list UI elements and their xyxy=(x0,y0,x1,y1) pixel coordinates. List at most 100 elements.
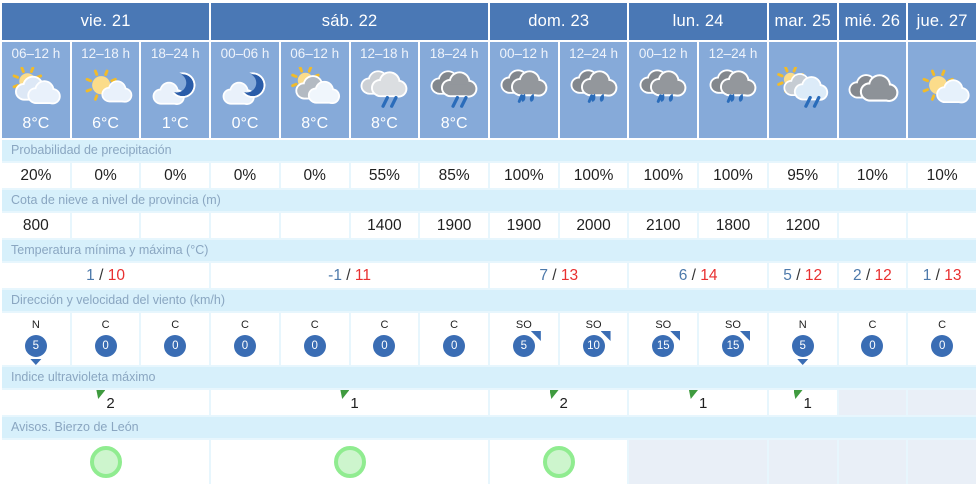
wind-direction: C xyxy=(868,319,877,331)
temp-min: 1 xyxy=(86,267,95,284)
wind-speed-badge: 10 xyxy=(582,331,611,357)
wind-direction: C xyxy=(101,319,110,331)
forecast-cell: 18–24 h 8°C xyxy=(420,42,488,138)
uv-value: 2 xyxy=(490,390,628,415)
temp-minmax-value: 6 / 14 xyxy=(629,263,767,288)
forecast-cell: 00–06 h 0°C xyxy=(211,42,279,138)
temp-max: 10 xyxy=(107,267,125,284)
snow-level-value: 1200 xyxy=(768,213,837,238)
temp-minmax-value: 7 / 13 xyxy=(490,263,628,288)
temp-min: 2 xyxy=(853,267,862,284)
wind-direction: C xyxy=(450,319,459,331)
sun-gray-cloud-icon xyxy=(290,66,340,104)
precipitation-value: 55% xyxy=(350,163,419,188)
wind-direction: N xyxy=(798,319,807,331)
wind-speed-badge: 0 xyxy=(443,335,466,357)
uv-flag-icon xyxy=(340,390,350,399)
row-label-snow-level: Cota de nieve a nivel de provincia (m) xyxy=(2,190,976,211)
temp-minmax-value: -1 / 11 xyxy=(211,263,488,288)
temp-max: 13 xyxy=(944,267,962,284)
day-header-3: dom. 23 xyxy=(490,3,628,40)
snow-level-value: 1400 xyxy=(350,213,419,238)
temp-minmax-value: 5 / 12 xyxy=(768,263,837,288)
wind-arrow-northeast-icon xyxy=(600,331,611,341)
temp-max: 12 xyxy=(804,267,823,284)
uv-number: 1 xyxy=(350,395,359,412)
warning-cell xyxy=(768,440,837,484)
uv-value: 1 xyxy=(629,390,767,415)
uv-value: 1 xyxy=(211,390,488,415)
precipitation-value: 10% xyxy=(908,163,976,188)
wind-direction: SO xyxy=(725,319,741,331)
precipitation-value: 0% xyxy=(141,163,210,188)
sun-behind-clouds-icon xyxy=(12,66,61,104)
period-time: 12–24 h xyxy=(569,46,618,61)
snow-level-value: 1800 xyxy=(699,213,767,238)
wind-arrow-south-icon xyxy=(30,359,42,365)
day-header-1: vie. 21 xyxy=(2,3,210,40)
forecast-cell: 00–12 h xyxy=(629,42,698,138)
forecast-cell: 12–18 h 6°C xyxy=(71,42,140,138)
wind-speed-badge: 0 xyxy=(373,335,396,357)
period-time: 18–24 h xyxy=(150,46,200,61)
precipitation-value: 95% xyxy=(768,163,837,188)
wind-cell: SO 15 xyxy=(699,313,767,365)
row-label-temperature: Temperatura mínima y máxima (°C) xyxy=(2,240,976,261)
snow-level-value: 2000 xyxy=(559,213,628,238)
period-time: 00–12 h xyxy=(499,46,549,61)
wind-direction: C xyxy=(380,319,389,331)
forecast-header-section: vie. 21 sáb. 22 dom. 23 lun. 24 mar. 25 mié. … xyxy=(2,3,976,138)
wind-speed-badge: 0 xyxy=(303,335,326,357)
wind-speed-badge: 0 xyxy=(233,335,256,357)
warning-cell xyxy=(211,440,488,484)
warning-cell xyxy=(838,440,907,484)
wind-speed-badge: 5 xyxy=(24,335,47,365)
rain-heavy-icon xyxy=(639,68,687,103)
period-temp: 8°C xyxy=(301,115,329,132)
wind-speed-badge: 15 xyxy=(721,331,750,357)
temp-min: 6 xyxy=(678,267,688,284)
warning-cell xyxy=(908,440,976,484)
row-label-precipitation: Probabilidad de precipitación xyxy=(2,140,976,161)
day-header-7: jue. 27 xyxy=(908,3,976,40)
period-time: 06–12 h xyxy=(290,46,340,61)
snow-level-value xyxy=(71,213,140,238)
moon-cloud-icon xyxy=(152,71,196,105)
temp-max: 13 xyxy=(560,267,579,284)
uv-flag-icon xyxy=(688,390,698,399)
uv-flag-icon xyxy=(96,390,106,399)
wind-direction: C xyxy=(310,319,319,331)
row-label-wind: Dirección y velocidad del viento (km/h) xyxy=(2,290,976,311)
precipitation-value: 0% xyxy=(71,163,140,188)
snow-level-value xyxy=(211,213,279,238)
temp-max: 12 xyxy=(874,267,892,284)
forecast-cell: 12–18 h 8°C xyxy=(350,42,419,138)
uv-flag-icon xyxy=(793,390,803,399)
moon-cloud-icon xyxy=(222,71,266,105)
precipitation-value: 20% xyxy=(2,163,70,188)
period-time: 12–18 h xyxy=(81,46,130,61)
uv-number: 2 xyxy=(559,395,568,412)
precipitation-value: 100% xyxy=(559,163,628,188)
wind-direction: C xyxy=(241,319,249,331)
temp-max: 14 xyxy=(700,267,718,284)
snow-level-value: 800 xyxy=(2,213,70,238)
uv-value: 2 xyxy=(2,390,210,415)
day-header-2: sáb. 22 xyxy=(211,3,488,40)
wind-direction: C xyxy=(171,319,180,331)
wind-speed-badge: 15 xyxy=(652,331,681,357)
wind-speed-badge: 0 xyxy=(94,335,117,357)
wind-speed-badge: 5 xyxy=(791,335,814,365)
rain-dark-icon xyxy=(430,69,478,108)
sun-cloud-icon xyxy=(85,69,132,103)
wind-cell: SO 10 xyxy=(559,313,628,365)
day-header-4: lun. 24 xyxy=(629,3,767,40)
precipitation-value: 0% xyxy=(211,163,279,188)
period-temp: 8°C xyxy=(440,115,468,132)
